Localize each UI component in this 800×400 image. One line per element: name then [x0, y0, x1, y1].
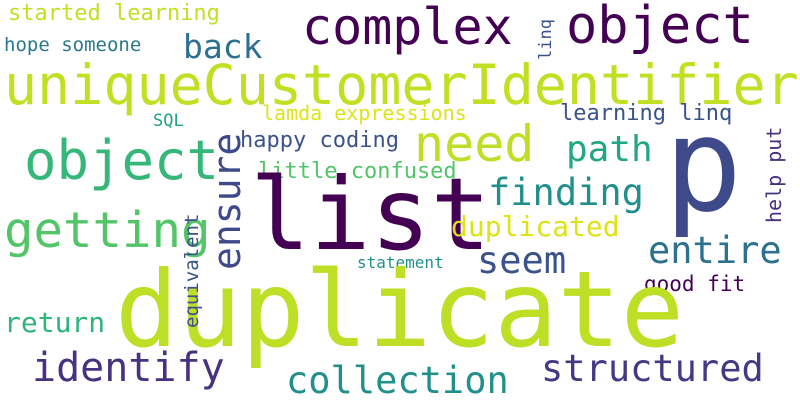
word-seem: seem [477, 239, 567, 282]
word-object-top: object [566, 0, 754, 56]
word-learning-linq: learning linq [560, 101, 733, 126]
word-identify: identify [32, 345, 225, 391]
word-object-mid: object [24, 129, 220, 192]
word-equivalent: equivalent [181, 213, 203, 328]
word-return: return [4, 306, 106, 339]
word-duplicated: duplicated [451, 210, 620, 243]
word-duplicate: duplicate [115, 249, 684, 371]
word-started-learning: started learning [8, 1, 220, 26]
word-lamda-expressions: lamda expressions [262, 101, 467, 125]
word-ensure: ensure [205, 132, 249, 270]
word-statement: statement [357, 253, 444, 272]
word-p: p [664, 89, 743, 241]
word-linq: linq [536, 19, 556, 60]
word-structured: structured [541, 347, 764, 390]
word-finding: finding [488, 171, 644, 214]
word-sql: SQL [153, 111, 184, 131]
word-collection: collection [286, 359, 509, 400]
word-good-fit: good fit [644, 272, 746, 296]
word-path: path [566, 129, 653, 170]
word-little-confused: little confused [258, 159, 457, 184]
word-entire: entire [648, 229, 782, 272]
word-list: list [250, 156, 491, 273]
word-getting: getting [4, 202, 211, 259]
word-help-put: help put [762, 126, 786, 223]
word-happy-coding: happy coding [240, 128, 399, 153]
word-need: need [414, 115, 535, 173]
word-hope-someone: hope someone [4, 34, 142, 56]
word-back: back [183, 27, 263, 66]
word-unique-customer-identifier: uniqueCustomerIdentifier [4, 53, 799, 117]
word-complex: complex [302, 0, 513, 56]
